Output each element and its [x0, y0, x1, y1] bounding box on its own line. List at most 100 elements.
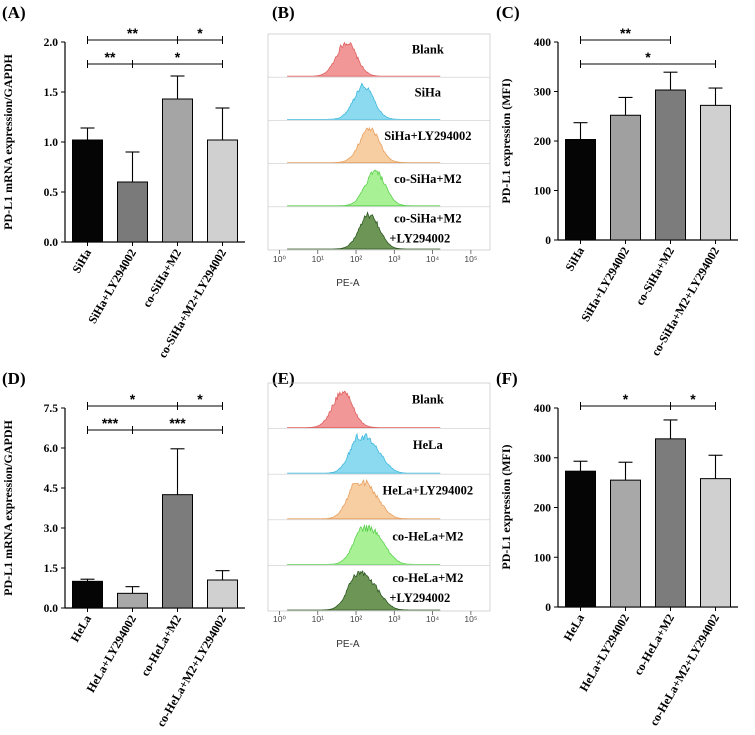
histogram-5: [287, 570, 441, 611]
bar: [72, 139, 103, 243]
x-tick-label: co-SiHa+M2: [633, 245, 678, 308]
x-tick-label: 10⁵: [464, 254, 477, 264]
panel-d: (D) PD-L1 mRNA expression/GAPDH 0.0 1.5 3.0 4…: [1, 369, 245, 729]
y-tick-label: 0: [545, 235, 551, 247]
y-tick-label: 3.0: [44, 523, 59, 535]
y-tick-label: 0.0: [44, 603, 59, 615]
sample-label: SiHa: [415, 86, 442, 100]
bar: [700, 104, 731, 241]
plot-frame: [267, 33, 491, 251]
sample-label: co-SiHa+M2: [394, 172, 462, 186]
x-tick-label: 10⁵: [464, 614, 477, 624]
histogram-4: [287, 523, 441, 565]
y-axis-label: PD-L1 mRNA expression/GAPDH: [1, 53, 15, 229]
panel-label: (A): [2, 3, 26, 22]
significance-label: **: [127, 25, 138, 41]
panel-label: (E): [272, 369, 295, 388]
bar: [117, 592, 148, 609]
y-tick-label: 1.5: [44, 87, 59, 99]
x-tick-label: SiHa+LY294002: [85, 247, 139, 327]
x-tick-label: HeLa: [68, 613, 94, 645]
bar: [655, 89, 686, 241]
histogram-2: [287, 82, 441, 120]
x-axis-label: PE-A: [336, 639, 360, 650]
x-tick-label: co-HeLa+M2: [631, 612, 677, 678]
y-axis-label: PD-L1 mRNA expression/GAPDH: [1, 419, 15, 595]
bar: [610, 479, 641, 608]
sample-label: co-HeLa+M2 +LY294002: [389, 571, 463, 605]
significance-label: **: [620, 25, 631, 41]
y-tick-label: 200: [534, 136, 552, 148]
sample-label: Blank: [412, 393, 444, 407]
y-tick-label: 400: [534, 37, 552, 49]
x-tick-label: 10⁰: [273, 254, 286, 264]
significance-label: *: [623, 391, 629, 407]
y-tick-label: 100: [534, 186, 552, 198]
bar: [565, 470, 596, 608]
bar: [700, 478, 731, 608]
bar: [207, 579, 238, 609]
bar: [655, 438, 686, 608]
x-tick-label: SiHa: [562, 245, 587, 274]
y-tick-label: 400: [534, 403, 552, 415]
panel-e: (E) Blank HeLa HeLa+LY294002 co-HeLa+M2 co-He…: [267, 369, 491, 650]
x-tick-label: 10¹: [312, 254, 324, 264]
panel-c: (C) PD-L1 expression (MFI) 0 100 200 300 400 Si…: [496, 3, 738, 358]
x-tick-label: HeLa+LY294002: [576, 612, 632, 694]
panel-b: (B) Blank SiHa SiHa+LY294002 co-SiHa+M2 co-Si…: [267, 3, 491, 289]
x-tick-label: 10³: [388, 614, 400, 624]
significance-label: *: [197, 25, 203, 41]
x-tick-label: 10⁴: [426, 254, 439, 264]
y-tick-label: 6.0: [44, 443, 59, 455]
histogram-5: [287, 211, 441, 250]
x-tick-label: 10⁴: [426, 614, 439, 624]
bar: [72, 580, 103, 609]
x-tick-label: 10²: [350, 254, 362, 264]
y-tick-label: 4.5: [44, 483, 59, 495]
significance-label: **: [105, 49, 116, 65]
x-tick-label: HeLa+LY294002: [83, 613, 139, 695]
y-tick-label: 200: [534, 503, 552, 515]
y-tick-label: 100: [534, 552, 552, 564]
panel-label: (C): [496, 3, 520, 22]
histogram-3: [287, 126, 441, 163]
sample-label: SiHa+LY294002: [384, 129, 471, 143]
x-tick-label: 10⁰: [273, 614, 286, 624]
y-tick-label: 0: [545, 602, 551, 614]
significance-label: *: [645, 49, 651, 65]
bar: [162, 98, 193, 243]
sample-label: Blank: [412, 42, 444, 56]
sample-label: HeLa: [413, 438, 444, 452]
sample-label: HeLa+LY294002: [382, 484, 473, 498]
y-tick-label: 7.5: [44, 403, 59, 415]
panel-f: (F) PD-L1 expression (MFI) 0 100 200 300 400 He…: [496, 369, 738, 728]
y-tick-label: 2.0: [44, 37, 59, 49]
significance-label: *: [197, 391, 203, 407]
histogram-1: [287, 390, 441, 428]
y-tick-label: 0.0: [44, 237, 59, 249]
significance-label: ***: [102, 415, 119, 431]
x-tick-label: 10¹: [312, 614, 324, 624]
bar: [565, 139, 596, 241]
y-axis-label: PD-L1 expression (MFI): [499, 78, 513, 203]
histogram-2: [287, 432, 441, 474]
significance-label: *: [690, 391, 696, 407]
y-axis-label: PD-L1 expression (MFI): [499, 444, 513, 569]
sample-label: co-HeLa+M2: [392, 529, 463, 543]
significance-label: *: [130, 391, 136, 407]
panel-label: (F): [496, 369, 518, 388]
significance-label: ***: [169, 415, 186, 431]
y-tick-label: 1.0: [44, 137, 59, 149]
y-tick-label: 1.5: [44, 563, 59, 575]
x-tick-label: co-HeLa+M2: [138, 613, 184, 679]
bar: [162, 494, 193, 609]
panel-label: (D): [2, 369, 26, 388]
bar: [207, 139, 238, 243]
x-axis-label: PE-A: [336, 278, 360, 289]
sample-label: co-SiHa+M2 +LY294002: [389, 211, 461, 245]
y-tick-label: 300: [534, 453, 552, 465]
bar: [117, 181, 148, 243]
x-tick-label: 10³: [388, 254, 400, 264]
x-tick-label: SiHa+LY294002: [578, 245, 632, 325]
